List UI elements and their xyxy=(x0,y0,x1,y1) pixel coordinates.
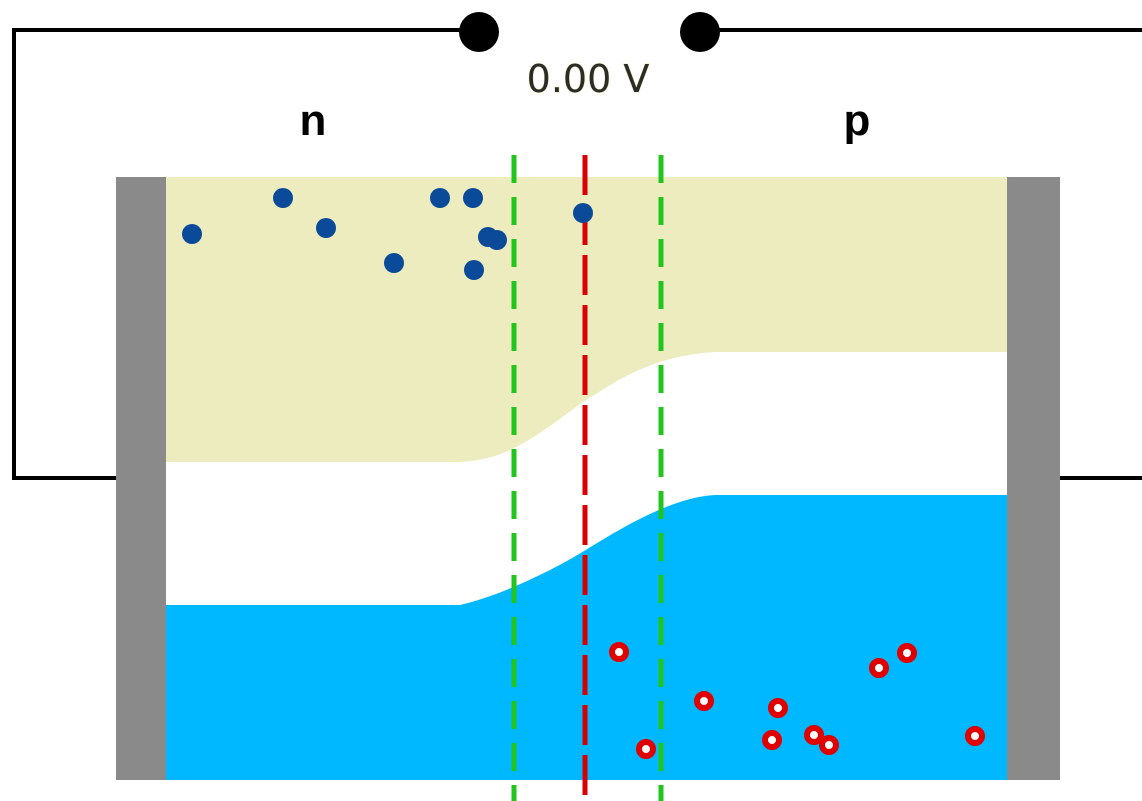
electron-dot-icon xyxy=(573,203,593,223)
right-contact xyxy=(1007,177,1060,780)
electron-dot-icon xyxy=(463,188,483,208)
hole-ring-icon xyxy=(819,735,839,755)
hole-ring-icon xyxy=(804,725,824,745)
hole-ring-icon xyxy=(609,642,629,662)
hole-ring-icon xyxy=(636,739,656,759)
hole-ring-icon xyxy=(762,730,782,750)
left-contact xyxy=(116,177,166,780)
hole-ring-icon xyxy=(965,726,985,746)
hole-ring-icon xyxy=(869,658,889,678)
voltage-readout: 0.00 V xyxy=(527,57,650,101)
hole-ring-icon xyxy=(694,691,714,711)
holes xyxy=(609,642,985,759)
electron-dot-icon xyxy=(430,188,450,208)
electron-dot-icon xyxy=(464,260,484,280)
electron-dot-icon xyxy=(273,188,293,208)
right-terminal-icon xyxy=(680,12,720,52)
circuit-wires xyxy=(12,28,1142,480)
electron-dot-icon xyxy=(182,224,202,244)
n-region-label: n xyxy=(300,96,327,145)
hole-ring-icon xyxy=(897,643,917,663)
left-terminal-icon xyxy=(459,12,499,52)
electron-dot-icon xyxy=(487,230,507,250)
left-wire xyxy=(12,28,480,480)
electron-dot-icon xyxy=(384,253,404,273)
electron-dot-icon xyxy=(316,218,336,238)
hole-ring-icon xyxy=(768,698,788,718)
p-region-label: p xyxy=(844,96,871,145)
electrons xyxy=(182,188,593,280)
